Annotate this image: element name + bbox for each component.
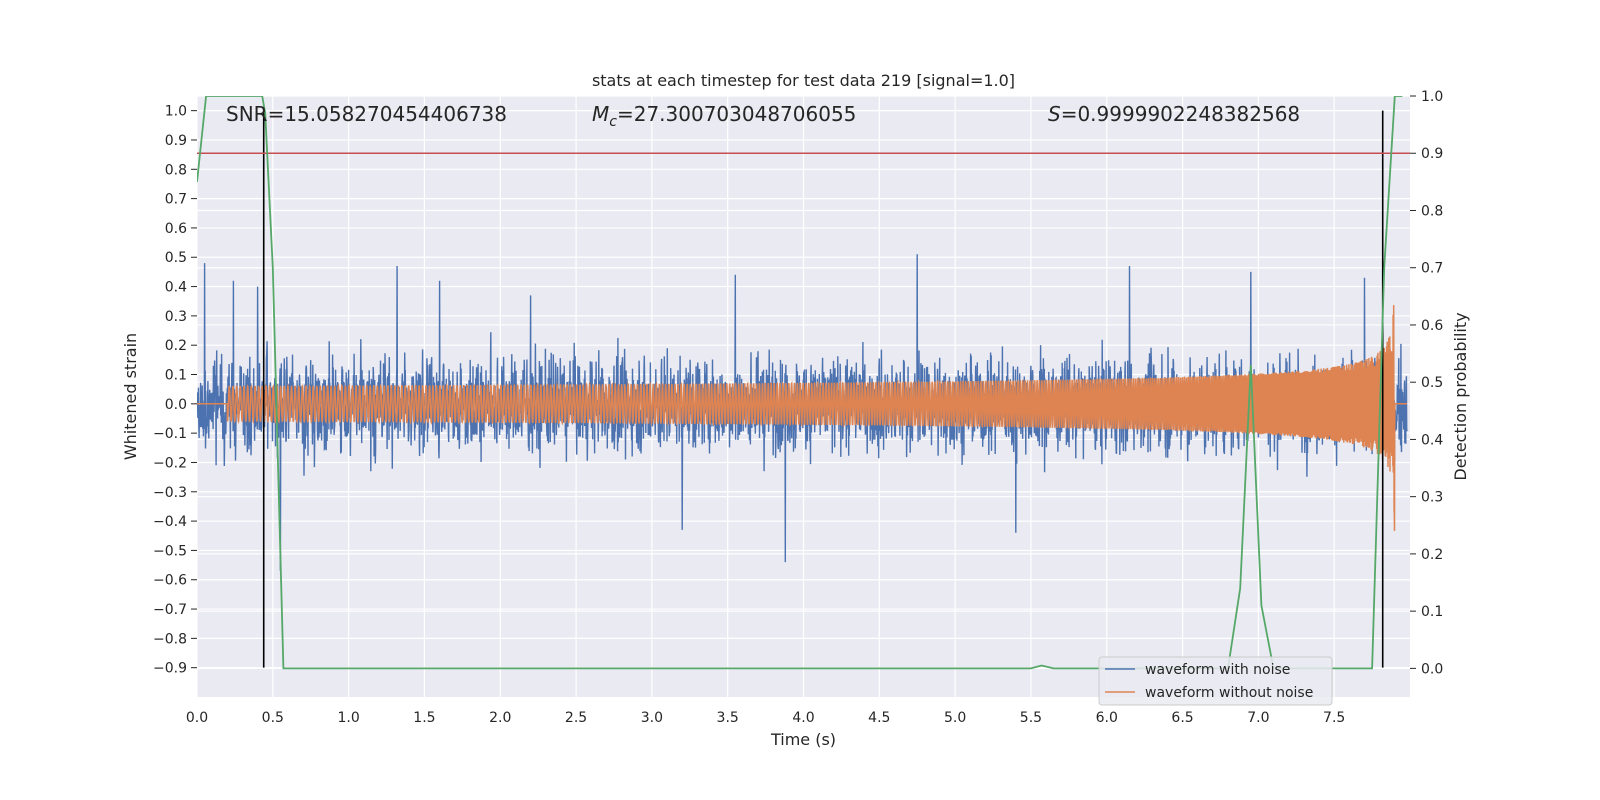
y-tick-label: −0.2 [153, 455, 187, 471]
x-tick-label: 7.5 [1323, 710, 1345, 726]
y2-tick-label: 0.8 [1421, 203, 1443, 219]
s-value: =0.9999902248382568 [1061, 102, 1300, 126]
chirp-mass-annotation: Mc=27.300703048706055 [592, 102, 856, 130]
snr-label: SNR [226, 102, 268, 126]
x-tick-label: 1.0 [337, 710, 359, 726]
legend-box [1098, 656, 1333, 706]
x-tick-label: 0.5 [262, 710, 284, 726]
y-tick-label: −0.5 [153, 543, 187, 559]
x-tick-label: 0.0 [186, 710, 208, 726]
legend-label-waveform-without-noise: waveform without noise [1145, 685, 1313, 701]
y-tick-label: −0.1 [153, 426, 187, 442]
y-tick-label: 0.3 [165, 309, 187, 325]
x-tick-label: 1.5 [413, 710, 435, 726]
y2-tick-label: 0.9 [1421, 146, 1443, 162]
legend: waveform with noise waveform without noi… [1098, 656, 1333, 706]
mc-label: M [592, 102, 609, 126]
y-tick-label: 0.7 [165, 192, 187, 208]
x-tick-label: 4.5 [868, 710, 890, 726]
y-tick-label: −0.9 [153, 661, 187, 677]
mc-value: =27.300703048706055 [617, 102, 856, 126]
y-tick-label: 0.6 [165, 221, 187, 237]
mc-subscript: c [609, 114, 617, 130]
s-label: S [1048, 102, 1061, 126]
legend-label-waveform-with-noise: waveform with noise [1145, 662, 1290, 678]
series-waveform-without-noise [197, 305, 1407, 531]
y-tick-label: −0.4 [153, 514, 187, 530]
y2-tick-label: 0.4 [1421, 432, 1443, 448]
y2-tick-label: 0.1 [1421, 604, 1443, 620]
y2-tick-label: 0.6 [1421, 318, 1443, 334]
y2-tick-label: 0.7 [1421, 261, 1443, 277]
x-tick-label: 6.0 [1096, 710, 1118, 726]
x-tick-label: 7.0 [1247, 710, 1269, 726]
x-tick-label: 4.0 [792, 710, 814, 726]
chart-title: stats at each timestep for test data 219… [592, 71, 1015, 90]
y-tick-label: 0.2 [165, 338, 187, 354]
snr-value: =15.058270454406738 [268, 102, 507, 126]
y2-tick-label: 1.0 [1421, 89, 1443, 105]
s-annotation: S=0.9999902248382568 [1048, 102, 1300, 126]
snr-annotation: SNR=15.058270454406738 [226, 102, 507, 126]
y-tick-label: 0.8 [165, 162, 187, 178]
y2-axis-label: Detection probability [1451, 312, 1470, 480]
y-tick-label: −0.3 [153, 485, 187, 501]
x-tick-label: 3.5 [717, 710, 739, 726]
y2-tick-label: 0.2 [1421, 547, 1443, 563]
x-tick-label: 5.5 [1020, 710, 1042, 726]
y2-tick-label: 0.5 [1421, 375, 1443, 391]
y-tick-label: 0.9 [165, 133, 187, 149]
y-tick-label: −0.6 [153, 573, 187, 589]
y-tick-label: −0.8 [153, 631, 187, 647]
y-tick-label: 0.0 [165, 397, 187, 413]
y-tick-label: 0.5 [165, 250, 187, 266]
y-tick-label: 0.4 [165, 280, 187, 296]
axes: 0.0 0.5 1.0 1.5 2.0 2.5 3.0 3.5 4.0 4.5 5.0 5.5 6.0 6… [153, 89, 1443, 726]
x-tick-label: 6.5 [1171, 710, 1193, 726]
y-axis-label: Whitened strain [121, 333, 140, 460]
x-tick-label: 2.5 [565, 710, 587, 726]
y-tick-label: 1.0 [165, 104, 187, 120]
x-tick-label: 3.0 [641, 710, 663, 726]
y2-tick-label: 0.0 [1421, 661, 1443, 677]
x-tick-label: 5.0 [944, 710, 966, 726]
x-tick-label: 2.0 [489, 710, 511, 726]
y-tick-label: 0.1 [165, 368, 187, 384]
y2-tick-label: 0.3 [1421, 490, 1443, 506]
y-tick-label: −0.7 [153, 602, 187, 618]
x-axis-label: Time (s) [770, 730, 836, 749]
